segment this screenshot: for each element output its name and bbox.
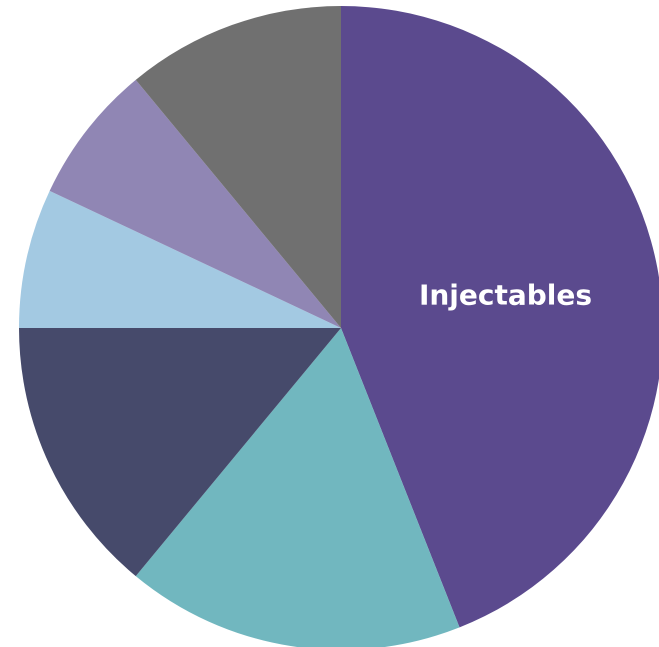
pie-slice-3 xyxy=(19,328,341,577)
pie-slices xyxy=(19,5,659,647)
pie-slice-2 xyxy=(135,328,460,647)
pie-slice-injectables xyxy=(341,6,659,628)
pie-slice-4 xyxy=(19,190,341,328)
pie-slice-label: Injectables xyxy=(419,279,592,312)
pie-slice-6 xyxy=(135,5,341,328)
pie-labels: Injectables xyxy=(419,279,592,312)
pie-slice-5 xyxy=(49,79,342,328)
